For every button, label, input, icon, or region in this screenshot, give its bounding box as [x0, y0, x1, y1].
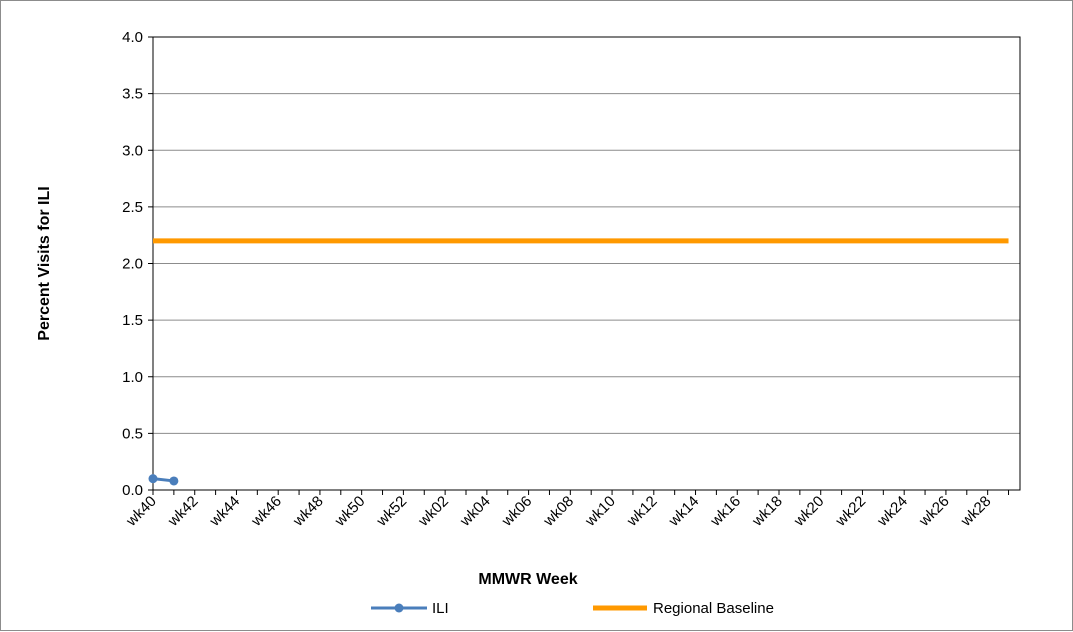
- y-tick-label: 0.0: [122, 482, 143, 499]
- legend-ili-marker: [394, 603, 404, 613]
- x-axis: wk40 wk42 wk44 wk46 wk48 wk50 wk52 wk02 wk04 wk06…: [122, 490, 1010, 530]
- y-tick-label: 4.0: [122, 29, 143, 46]
- x-tick-label: wk20: [790, 493, 827, 530]
- x-tick-label: wk42: [164, 493, 201, 530]
- x-tick-label: wk16: [707, 493, 744, 530]
- x-tick-label: wk04: [456, 493, 493, 530]
- y-tick-label: 1.5: [122, 312, 143, 329]
- x-axis-title: MMWR Week: [478, 571, 577, 588]
- legend: ILI Regional Baseline: [371, 600, 774, 617]
- x-tick-label: wk50: [331, 493, 368, 530]
- gridlines: [153, 93, 1020, 434]
- y-axis-title: Percent Visits for ILI: [36, 186, 53, 340]
- y-tick-label: 1.0: [122, 369, 143, 386]
- x-tick-label: wk14: [665, 493, 702, 530]
- ili-point: [169, 476, 179, 486]
- x-tick-label: wk44: [206, 493, 243, 530]
- x-tick-label: wk18: [748, 493, 785, 530]
- x-tick-label: wk12: [623, 493, 660, 530]
- x-tick-label: wk22: [832, 493, 869, 530]
- y-axis: 0.0 0.5 1.0 1.5 2.0 2.5 3.0 3.5 4.0: [122, 29, 153, 499]
- y-tick-label: 2.5: [122, 199, 143, 216]
- x-tick-label: wk26: [915, 493, 952, 530]
- ili-point: [148, 474, 158, 484]
- x-tick-label: wk24: [874, 493, 911, 530]
- x-tick-label: wk46: [248, 493, 285, 530]
- y-tick-label: 0.5: [122, 425, 143, 442]
- y-tick-label: 3.0: [122, 142, 143, 159]
- x-tick-label: wk10: [581, 493, 618, 530]
- x-tick-label: wk48: [289, 493, 326, 530]
- y-tick-label: 3.5: [122, 86, 143, 103]
- x-tick-label: wk08: [540, 493, 577, 530]
- legend-baseline-label: Regional Baseline: [653, 600, 774, 617]
- x-tick-label: wk02: [414, 493, 451, 530]
- x-tick-label: wk06: [498, 493, 535, 530]
- x-tick-label: wk28: [957, 493, 994, 530]
- series-lines: [148, 238, 1009, 486]
- x-tick-label: wk52: [373, 493, 410, 530]
- y-tick-label: 2.0: [122, 256, 143, 273]
- legend-ili-label: ILI: [432, 600, 449, 617]
